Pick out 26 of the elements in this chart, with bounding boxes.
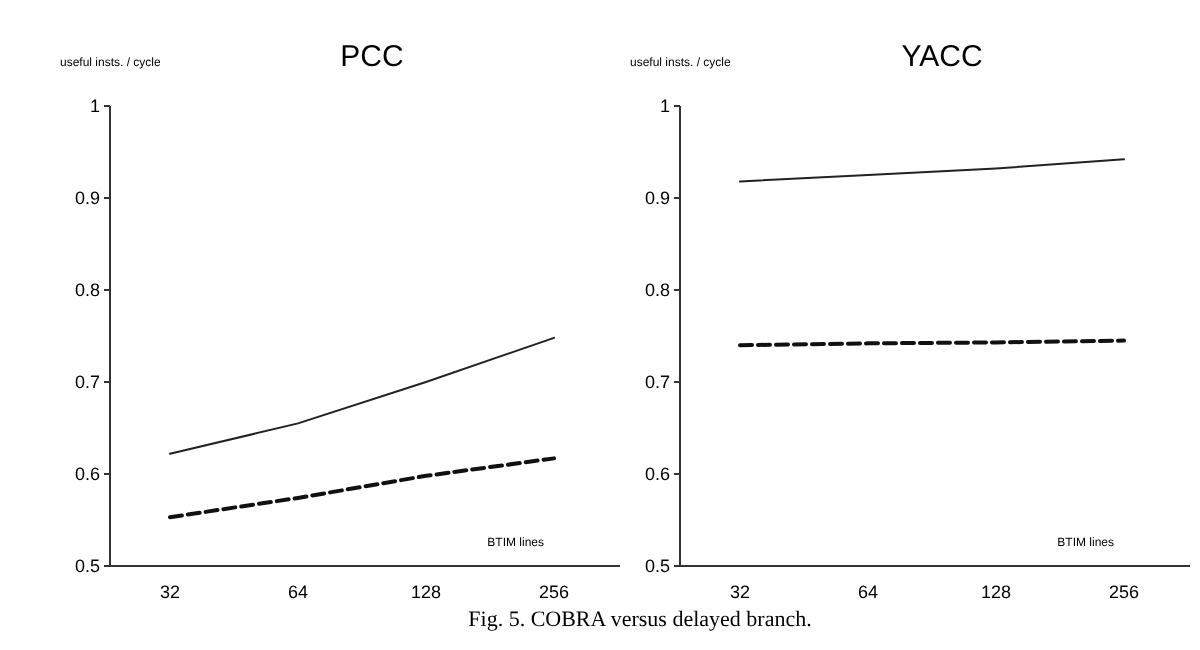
chart-title: PCC: [340, 40, 404, 74]
x-tick-label: 128: [410, 582, 442, 602]
line-series: [168, 456, 556, 520]
line-series: [739, 158, 1125, 183]
x-tick-label: 32: [729, 582, 751, 602]
x-tick-label: 64: [287, 582, 309, 602]
y-tick-label: 0.7: [74, 372, 100, 393]
y-tick-label: 0.8: [74, 280, 100, 301]
x-tick-label: 256: [538, 582, 570, 602]
x-tick-label: 32: [159, 582, 181, 602]
y-tick-label: 0.6: [74, 464, 100, 485]
x-tick-label: 64: [857, 582, 879, 602]
y-tick-label: 0.6: [644, 464, 670, 485]
x-tick-label: 256: [1108, 582, 1140, 602]
x-tick-label: 128: [980, 582, 1012, 602]
y-tick-label: 0.7: [644, 372, 670, 393]
y-tick-label: 0.9: [74, 188, 100, 209]
y-tick-label: 1: [89, 96, 100, 117]
y-tick-label: 0.5: [644, 556, 670, 577]
y-tick-label: 0.8: [644, 280, 670, 301]
y-tick-label: 0.9: [644, 188, 670, 209]
chart-title: YACC: [901, 40, 983, 74]
y-tick-label: 1: [659, 96, 670, 117]
caption: Fig. 5. COBRA versus delayed branch.: [468, 608, 813, 632]
y-tick-label: 0.5: [74, 556, 100, 577]
line-series: [169, 336, 555, 455]
